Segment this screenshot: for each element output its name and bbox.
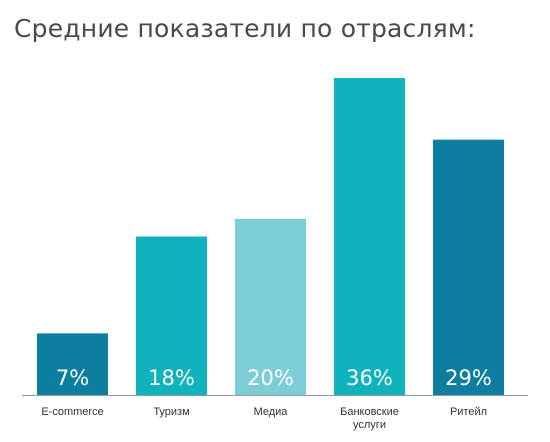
bar-5 — [433, 139, 504, 395]
category-label-line: E-commerce — [41, 406, 103, 418]
bar-value-label-3: 20% — [247, 366, 294, 390]
bar-1 — [37, 333, 108, 395]
bar-4 — [334, 78, 405, 395]
category-label-line: Медиа — [254, 406, 289, 418]
category-label-2: Туризм — [153, 406, 189, 418]
bars-group: 7% 18% 20% 36% 29% — [37, 78, 504, 395]
bar-value-label-5: 29% — [445, 366, 492, 390]
category-label-line: Ритейл — [450, 406, 487, 418]
category-labels-group: E-commerce Туризм Медиа Банковские услуги Рит… — [41, 406, 487, 431]
category-label-1: E-commerce — [41, 406, 103, 418]
category-label-3: Медиа — [254, 406, 289, 418]
chart-title: Средние показатели по отраслям: — [14, 14, 476, 43]
bar-value-label-4: 36% — [346, 366, 393, 390]
category-label-4: Банковские услуги — [340, 406, 399, 431]
bar-2 — [136, 236, 207, 395]
category-label-5: Ритейл — [450, 406, 487, 418]
category-label-line: Туризм — [153, 406, 189, 418]
category-label-line: услуги — [353, 419, 386, 431]
bar-value-label-1: 7% — [56, 366, 89, 390]
bar-value-label-2: 18% — [148, 366, 195, 390]
bar-3 — [235, 218, 306, 395]
category-label-line: Банковские — [340, 406, 399, 418]
